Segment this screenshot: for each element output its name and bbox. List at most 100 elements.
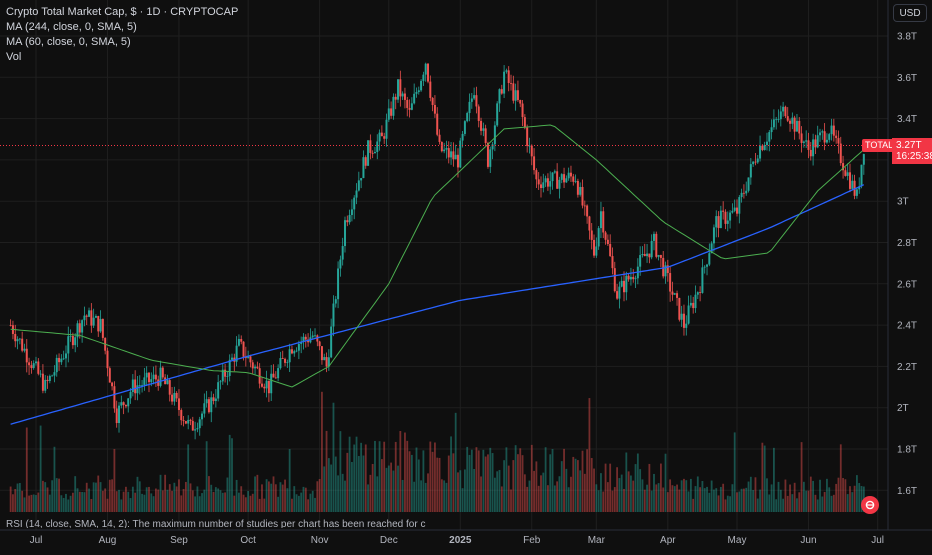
volume-bar bbox=[570, 476, 572, 512]
volume-bar bbox=[30, 494, 33, 512]
candle-body bbox=[182, 420, 185, 422]
volume-bar bbox=[115, 491, 118, 512]
volume-bar bbox=[743, 488, 745, 512]
volume-bar bbox=[613, 487, 616, 512]
volume-bar bbox=[351, 461, 353, 512]
candle-body bbox=[618, 286, 621, 299]
y-tick-label: 3.4T bbox=[897, 114, 917, 125]
volume-bar bbox=[314, 497, 316, 512]
volume-bar bbox=[194, 496, 197, 512]
candle-body bbox=[851, 180, 854, 189]
volume-bar bbox=[477, 450, 480, 512]
volume-legend[interactable]: Vol bbox=[6, 51, 22, 63]
candle-body bbox=[118, 405, 121, 424]
candle-body bbox=[473, 95, 476, 99]
volume-bar bbox=[503, 460, 506, 512]
volume-bar bbox=[653, 473, 655, 512]
settings-icon[interactable] bbox=[861, 496, 879, 514]
candle-body bbox=[848, 172, 851, 189]
volume-bar bbox=[496, 471, 499, 512]
volume-bar bbox=[420, 480, 422, 512]
volume-bar bbox=[634, 464, 637, 512]
volume-bar bbox=[747, 481, 750, 512]
candle-body bbox=[784, 106, 787, 117]
ma244-legend[interactable]: MA (244, close, 0, SMA, 5) bbox=[6, 21, 137, 33]
candle-body bbox=[189, 419, 192, 421]
candle-body bbox=[373, 151, 376, 154]
ma60-legend[interactable]: MA (60, close, 0, SMA, 5) bbox=[6, 36, 131, 48]
volume-bar bbox=[558, 476, 561, 512]
volume-bar bbox=[814, 494, 817, 512]
volume-bar bbox=[639, 469, 642, 512]
volume-bar bbox=[217, 488, 220, 512]
currency-button[interactable]: USD bbox=[893, 4, 927, 22]
volume-bar bbox=[768, 494, 771, 512]
volume-bar bbox=[233, 495, 236, 512]
candle-body bbox=[69, 335, 72, 337]
volume-bar bbox=[341, 473, 344, 512]
candle-body bbox=[765, 141, 768, 146]
volume-bar bbox=[357, 456, 360, 512]
volume-bar bbox=[92, 482, 95, 512]
x-tick-label: Oct bbox=[240, 535, 256, 546]
candle-body bbox=[281, 358, 284, 359]
volume-bar bbox=[244, 497, 247, 512]
volume-bar bbox=[203, 489, 206, 512]
volume-bar bbox=[602, 491, 605, 512]
candle-body bbox=[37, 361, 40, 374]
candle-body bbox=[94, 316, 97, 318]
candle-body bbox=[46, 379, 49, 382]
volume-bar bbox=[295, 494, 298, 512]
volume-bar bbox=[346, 452, 349, 512]
volume-bar bbox=[609, 463, 612, 512]
candle-body bbox=[429, 81, 432, 98]
candle-body bbox=[521, 103, 524, 118]
volume-bar bbox=[32, 494, 35, 512]
volume-bar bbox=[157, 489, 160, 512]
candle-body bbox=[466, 113, 469, 122]
candle-body bbox=[777, 119, 780, 120]
volume-bar bbox=[367, 484, 369, 512]
candle-body bbox=[337, 268, 340, 300]
candle-body bbox=[58, 357, 61, 363]
volume-bar bbox=[297, 495, 300, 512]
volume-bar bbox=[362, 455, 365, 512]
candle-body bbox=[51, 375, 54, 377]
volume-bar bbox=[214, 487, 217, 512]
volume-bar bbox=[48, 494, 51, 512]
candle-body bbox=[348, 215, 351, 223]
candle-body bbox=[862, 154, 865, 165]
candle-body bbox=[191, 420, 194, 431]
volume-bar bbox=[443, 480, 446, 512]
candle-body bbox=[752, 161, 755, 165]
volume-bar bbox=[208, 476, 210, 512]
candle-body bbox=[655, 233, 658, 257]
volume-bar bbox=[330, 464, 333, 512]
candle-body bbox=[662, 257, 665, 277]
candle-body bbox=[327, 357, 330, 367]
volume-bar bbox=[701, 481, 704, 512]
volume-bar bbox=[641, 479, 644, 512]
candle-body bbox=[152, 374, 155, 380]
volume-bar bbox=[85, 482, 88, 512]
ma244-line bbox=[10, 184, 865, 425]
candle-body bbox=[664, 265, 667, 277]
candle-body bbox=[387, 108, 390, 120]
candle-body bbox=[643, 254, 646, 257]
volume-bar bbox=[805, 490, 808, 512]
volume-bar bbox=[380, 459, 383, 512]
candle-body bbox=[835, 135, 838, 139]
volume-bar bbox=[187, 444, 190, 512]
candle-body bbox=[44, 379, 47, 391]
candle-body bbox=[786, 116, 789, 121]
volume-bar bbox=[708, 492, 711, 512]
volume-bar bbox=[99, 482, 102, 512]
volume-bar bbox=[16, 483, 19, 512]
volume-bar bbox=[717, 495, 720, 512]
volume-bar bbox=[394, 441, 397, 512]
volume-bar bbox=[763, 445, 766, 512]
volume-bar bbox=[830, 495, 833, 512]
volume-bar bbox=[798, 492, 801, 512]
